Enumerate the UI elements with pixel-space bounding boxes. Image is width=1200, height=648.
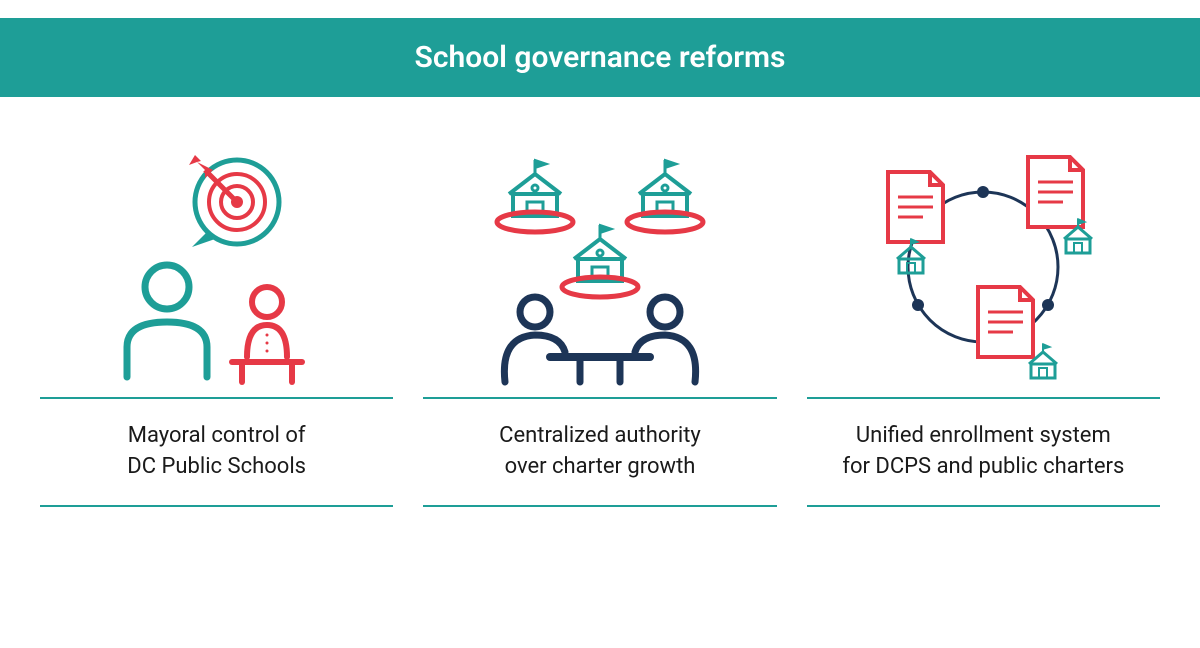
caption-text: Centralized authorityover charter growth	[499, 421, 701, 483]
unified-icon	[843, 137, 1123, 397]
columns-container: Mayoral control ofDC Public Schools	[0, 97, 1200, 507]
caption-centralized: Centralized authorityover charter growth	[423, 397, 776, 507]
mayoral-icon	[97, 137, 337, 397]
caption-text: Mayoral control ofDC Public Schools	[127, 421, 306, 483]
centralized-icon	[450, 137, 750, 397]
caption-mayoral: Mayoral control ofDC Public Schools	[40, 397, 393, 507]
column-unified: Unified enrollment systemfor DCPS and pu…	[807, 137, 1160, 507]
header-bar: School governance reforms	[0, 18, 1200, 97]
column-mayoral: Mayoral control ofDC Public Schools	[40, 137, 393, 507]
caption-unified: Unified enrollment systemfor DCPS and pu…	[807, 397, 1160, 507]
column-centralized: Centralized authorityover charter growth	[423, 137, 776, 507]
header-title: School governance reforms	[415, 40, 786, 75]
caption-text: Unified enrollment systemfor DCPS and pu…	[842, 421, 1124, 483]
